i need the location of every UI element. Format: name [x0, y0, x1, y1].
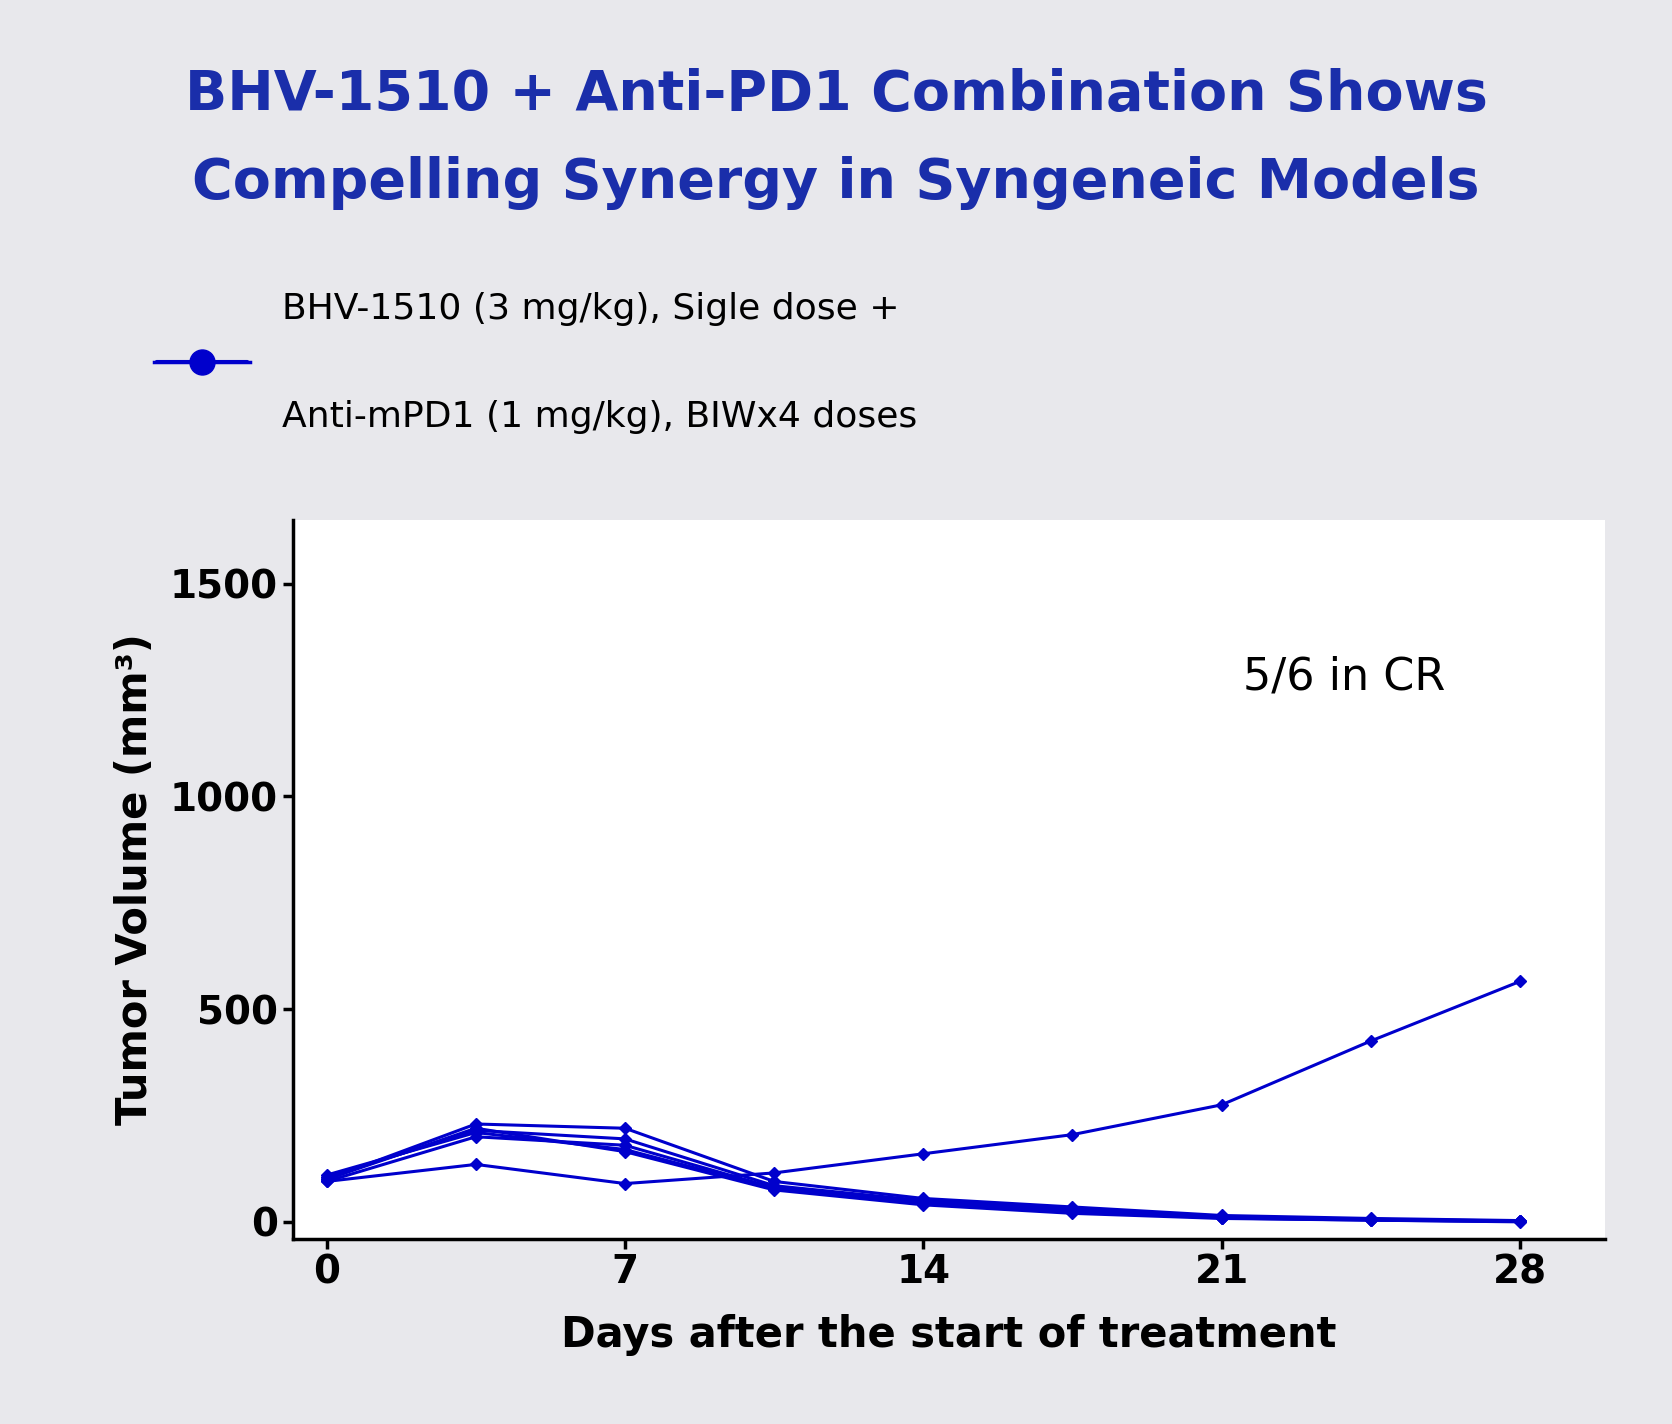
Text: BHV-1510 + Anti-PD1 Combination Shows: BHV-1510 + Anti-PD1 Combination Shows [184, 67, 1488, 121]
Text: Compelling Synergy in Syngeneic Models: Compelling Synergy in Syngeneic Models [192, 157, 1480, 211]
Text: BHV-1510 (3 mg/kg), Sigle dose +: BHV-1510 (3 mg/kg), Sigle dose + [283, 292, 900, 326]
Y-axis label: Tumor Volume (mm³): Tumor Volume (mm³) [114, 634, 155, 1125]
Text: Anti-mPD1 (1 mg/kg), BIWx4 doses: Anti-mPD1 (1 mg/kg), BIWx4 doses [283, 400, 918, 433]
Text: 5/6 in CR: 5/6 in CR [1242, 655, 1445, 699]
X-axis label: Days after the start of treatment: Days after the start of treatment [562, 1314, 1336, 1356]
